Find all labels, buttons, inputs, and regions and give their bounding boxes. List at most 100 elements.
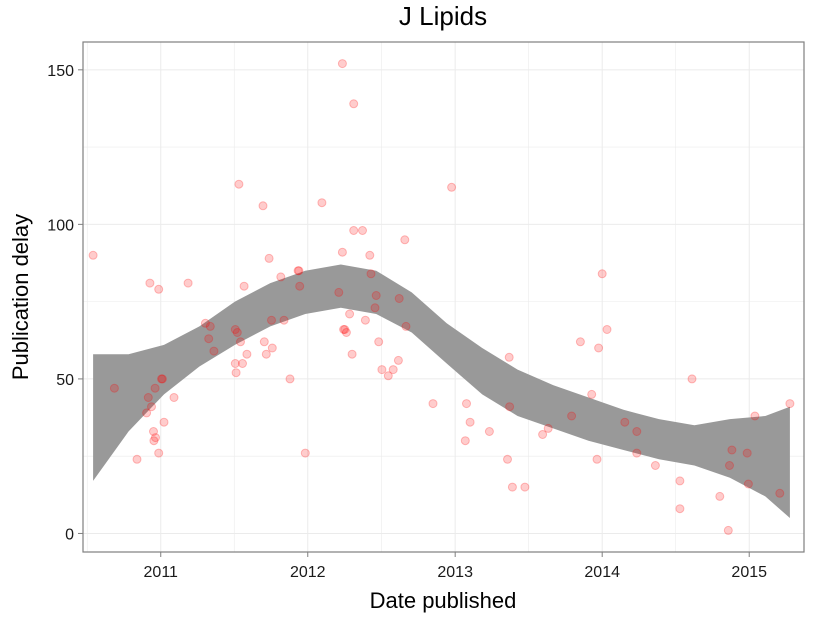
data-point <box>159 417 169 427</box>
data-point <box>727 445 737 455</box>
data-point <box>149 427 158 436</box>
data-point <box>602 325 612 334</box>
data-point <box>358 226 367 235</box>
data-point <box>341 328 351 337</box>
data-point <box>259 337 269 347</box>
data-point <box>295 281 305 291</box>
data-point <box>143 393 153 402</box>
data-point <box>465 417 475 427</box>
data-point <box>587 389 597 399</box>
x-tick-label: 2014 <box>584 564 620 581</box>
data-point <box>151 433 160 443</box>
data-point <box>592 454 602 464</box>
data-point <box>507 482 517 492</box>
data-point <box>267 343 277 353</box>
data-point <box>388 365 398 375</box>
data-point <box>543 423 553 433</box>
data-point <box>687 374 697 384</box>
data-point <box>460 436 470 446</box>
data-point <box>339 325 349 334</box>
data-point <box>236 337 245 347</box>
x-tick-label: 2012 <box>290 564 326 581</box>
data-point <box>132 454 142 464</box>
data-point <box>377 365 387 375</box>
data-point <box>575 337 585 347</box>
data-point <box>347 349 357 359</box>
data-point <box>345 309 355 319</box>
x-tick-label: 2013 <box>437 564 473 581</box>
data-point <box>370 303 380 313</box>
data-point <box>300 448 310 458</box>
data-point <box>462 399 471 409</box>
data-point <box>285 374 295 384</box>
y-tick-label: 150 <box>47 63 74 80</box>
data-point <box>200 318 210 328</box>
data-point <box>505 402 515 412</box>
data-point <box>231 368 241 378</box>
data-point <box>150 383 160 393</box>
data-point <box>775 488 785 498</box>
y-axis: 0 50 100 150 <box>47 63 83 543</box>
data-point <box>365 250 375 260</box>
data-point <box>715 491 725 501</box>
data-point <box>279 315 289 325</box>
data-point <box>109 383 119 393</box>
data-point <box>264 253 274 263</box>
data-point <box>294 266 304 276</box>
data-point <box>261 349 271 359</box>
data-point <box>334 287 344 297</box>
data-point <box>234 179 244 189</box>
data-point <box>142 408 152 418</box>
data-point <box>675 476 685 486</box>
data-point <box>337 247 347 257</box>
data-point <box>204 334 214 344</box>
data-point <box>743 479 753 489</box>
data-point <box>520 482 530 492</box>
data-point <box>742 448 752 458</box>
data-point <box>750 411 760 421</box>
data-point <box>88 250 98 260</box>
data-point <box>360 315 370 325</box>
data-point <box>349 226 359 235</box>
grid <box>83 42 804 552</box>
data-point <box>157 374 166 384</box>
data-point <box>317 198 327 208</box>
data-point <box>258 201 268 211</box>
data-point <box>594 343 604 353</box>
data-points <box>88 59 795 535</box>
data-point <box>267 315 276 325</box>
plot-panel <box>82 41 805 553</box>
data-point <box>149 436 159 446</box>
data-point <box>503 454 512 464</box>
data-point <box>154 448 164 458</box>
data-point <box>383 371 393 381</box>
data-point <box>675 504 685 514</box>
data-point <box>428 399 438 409</box>
y-tick-label: 50 <box>56 372 74 389</box>
data-point <box>785 399 795 409</box>
confidence-band <box>93 264 790 518</box>
data-point <box>337 59 347 69</box>
y-tick-label: 100 <box>47 217 74 234</box>
data-point <box>597 269 607 279</box>
smooth-band <box>93 264 790 518</box>
x-tick-label: 2011 <box>144 564 179 581</box>
x-axis-label: Date published <box>370 588 517 613</box>
data-point <box>242 349 252 359</box>
data-point <box>725 461 734 470</box>
data-point <box>205 321 215 331</box>
data-point <box>401 321 411 331</box>
data-point <box>393 355 403 365</box>
data-point <box>239 281 249 291</box>
data-point <box>230 325 240 334</box>
data-point <box>232 328 242 337</box>
data-point <box>209 346 219 356</box>
data-point <box>145 278 155 288</box>
x-tick-label: 2015 <box>731 564 767 581</box>
data-point <box>400 235 410 245</box>
data-point <box>723 525 733 535</box>
data-point <box>374 337 384 347</box>
data-point <box>394 294 404 303</box>
data-point <box>169 393 179 402</box>
